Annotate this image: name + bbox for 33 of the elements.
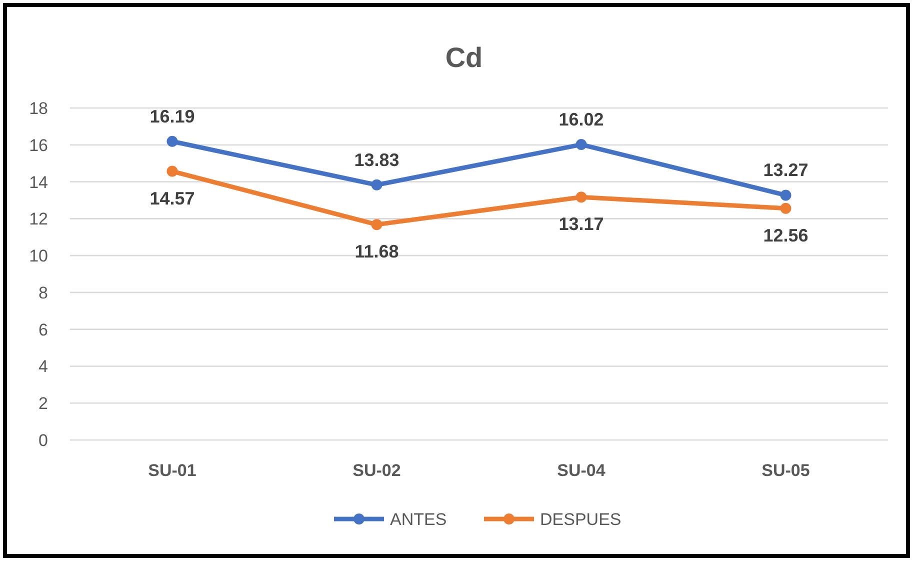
data-label: 11.68 xyxy=(354,242,399,262)
y-tick-label: 12 xyxy=(29,210,48,229)
x-tick-label: SU-01 xyxy=(148,461,196,480)
legend-label: ANTES xyxy=(390,510,447,529)
point xyxy=(371,179,382,190)
x-tick-label: SU-05 xyxy=(762,461,810,480)
point xyxy=(576,139,587,150)
data-label: 16.19 xyxy=(150,106,195,126)
point xyxy=(576,192,587,203)
data-label: 12.56 xyxy=(763,225,808,246)
y-tick-label: 18 xyxy=(29,99,48,118)
data-label: 14.57 xyxy=(150,188,195,208)
point xyxy=(371,219,382,230)
x-tick-label: SU-04 xyxy=(557,461,606,480)
legend-label: DESPUES xyxy=(540,510,622,529)
point xyxy=(780,202,792,214)
point xyxy=(780,190,792,201)
point xyxy=(166,166,178,177)
data-label: 13.83 xyxy=(354,150,400,170)
x-tick-label: SU-02 xyxy=(352,461,401,480)
y-tick-label: 8 xyxy=(38,283,48,302)
y-tick-label: 10 xyxy=(29,246,48,266)
y-tick-label: 4 xyxy=(38,357,48,376)
y-tick-label: 6 xyxy=(38,320,48,340)
y-tick-label: 14 xyxy=(29,172,48,192)
y-tick-label: 2 xyxy=(38,394,48,414)
chart-title: Cd xyxy=(445,42,483,73)
y-tick-label: 0 xyxy=(38,431,48,450)
point xyxy=(166,136,178,147)
data-label: 16.02 xyxy=(558,110,604,130)
y-tick-label: 16 xyxy=(29,136,48,155)
data-label: 13.17 xyxy=(558,214,604,234)
data-label: 13.27 xyxy=(763,160,808,180)
